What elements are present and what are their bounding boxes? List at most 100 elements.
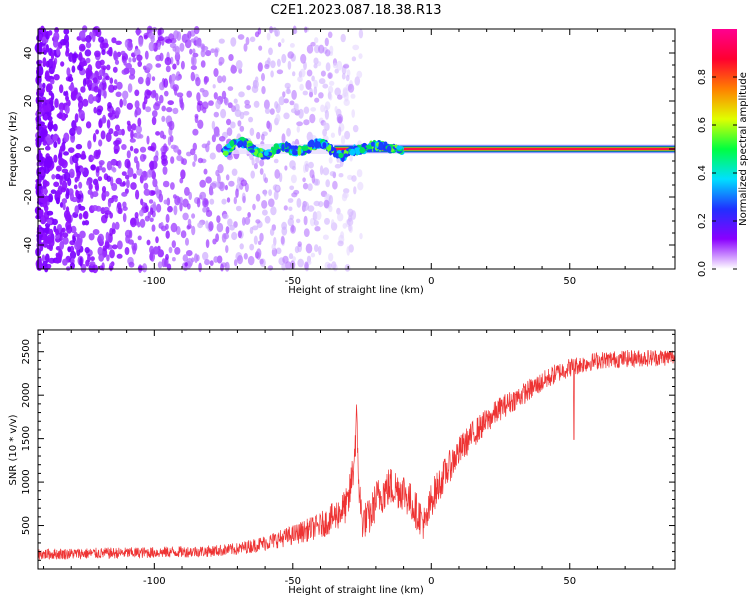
- noise-speckle: [40, 96, 47, 104]
- noise-speckle: [292, 256, 296, 262]
- noise-speckle: [341, 73, 346, 80]
- colorbar-tick-label: 0.8: [697, 69, 708, 85]
- noise-speckle: [53, 123, 58, 132]
- noise-speckle: [202, 89, 209, 98]
- noise-speckle: [309, 113, 316, 124]
- noise-speckle: [218, 136, 226, 142]
- colorbar-tick-label: 0.4: [697, 165, 708, 181]
- noise-speckle: [255, 156, 260, 164]
- noise-speckle: [214, 48, 219, 58]
- noise-speckle: [63, 209, 71, 220]
- noise-speckle: [45, 60, 50, 68]
- noise-speckle: [290, 225, 296, 234]
- noise-speckle: [108, 265, 114, 271]
- noise-speckle: [289, 100, 295, 106]
- noise-speckle: [122, 213, 127, 223]
- noise-speckle: [351, 175, 357, 182]
- noise-speckle: [148, 41, 155, 52]
- noise-speckle: [186, 203, 191, 210]
- noise-speckle: [296, 125, 300, 133]
- noise-speckle: [230, 121, 236, 129]
- snr-frame: [37, 329, 676, 570]
- noise-speckle: [283, 205, 288, 211]
- noise-speckle: [42, 188, 48, 195]
- noise-speckle: [244, 99, 250, 106]
- noise-speckle: [352, 124, 359, 133]
- noise-speckle: [269, 26, 274, 34]
- noise-speckle: [331, 261, 337, 269]
- noise-speckle: [134, 89, 140, 97]
- signal-blob: [258, 152, 263, 158]
- signal-blob: [297, 148, 302, 156]
- noise-speckle: [146, 239, 151, 246]
- noise-speckle: [274, 169, 281, 179]
- noise-speckle: [106, 64, 111, 71]
- noise-speckle: [84, 220, 90, 226]
- noise-speckle: [213, 127, 218, 133]
- noise-speckle: [107, 112, 113, 118]
- noise-speckle: [74, 176, 78, 183]
- spectrogram-y-ticks: -40 -20 0 20 40: [23, 28, 675, 270]
- noise-speckle: [336, 60, 343, 71]
- noise-speckle: [296, 198, 302, 208]
- noise-speckle: [329, 80, 335, 86]
- noise-speckle: [131, 242, 136, 251]
- noise-speckle: [99, 162, 103, 168]
- noise-speckle: [276, 185, 280, 191]
- noise-speckle: [74, 241, 81, 251]
- noise-speckle: [226, 197, 231, 203]
- noise-speckle: [59, 202, 64, 208]
- noise-speckle: [323, 121, 328, 130]
- noise-speckle: [163, 199, 169, 205]
- noise-speckle: [231, 168, 238, 176]
- noise-speckle: [165, 65, 171, 73]
- noise-speckle: [97, 176, 103, 182]
- noise-speckle: [76, 233, 81, 244]
- noise-speckle: [190, 65, 197, 71]
- noise-speckle: [137, 76, 144, 85]
- noise-speckle: [287, 51, 295, 59]
- noise-speckle: [196, 197, 201, 208]
- noise-speckle: [72, 154, 79, 164]
- noise-speckle: [65, 192, 70, 200]
- noise-speckle: [63, 151, 69, 156]
- noise-speckle: [205, 50, 212, 57]
- noise-speckle: [130, 182, 137, 190]
- colorbar-tick-label: 0.0: [697, 261, 708, 277]
- noise-speckle: [289, 43, 295, 48]
- noise-speckle: [213, 92, 218, 100]
- noise-speckle: [46, 138, 54, 145]
- noise-speckle: [320, 70, 326, 77]
- noise-speckle: [115, 91, 122, 98]
- noise-speckle: [209, 260, 214, 266]
- noise-speckle: [116, 253, 123, 259]
- noise-speckle: [313, 200, 321, 207]
- noise-speckle: [80, 263, 87, 273]
- noise-speckle: [50, 78, 55, 85]
- noise-speckle: [132, 173, 137, 179]
- noise-speckle: [304, 261, 309, 270]
- noise-speckle: [235, 188, 239, 198]
- noise-speckle: [50, 189, 57, 194]
- noise-speckle: [196, 38, 202, 48]
- noise-speckle: [216, 215, 221, 224]
- noise-speckle: [235, 60, 243, 70]
- noise-speckle: [275, 113, 281, 123]
- noise-speckle: [280, 235, 285, 245]
- noise-speckle: [122, 98, 127, 106]
- noise-speckle: [168, 120, 175, 131]
- noise-speckle: [74, 205, 80, 215]
- noise-speckle: [149, 217, 154, 223]
- noise-speckle: [137, 221, 141, 228]
- noise-speckle: [114, 59, 120, 65]
- noise-speckle: [324, 101, 331, 110]
- noise-speckle: [290, 174, 297, 184]
- signal-core: [334, 148, 675, 150]
- noise-speckle: [305, 163, 309, 173]
- noise-speckle: [58, 157, 64, 167]
- noise-speckle: [310, 252, 316, 258]
- noise-speckle: [136, 54, 143, 62]
- noise-speckle: [145, 106, 152, 113]
- noise-speckle: [182, 254, 188, 262]
- noise-speckle: [303, 61, 307, 70]
